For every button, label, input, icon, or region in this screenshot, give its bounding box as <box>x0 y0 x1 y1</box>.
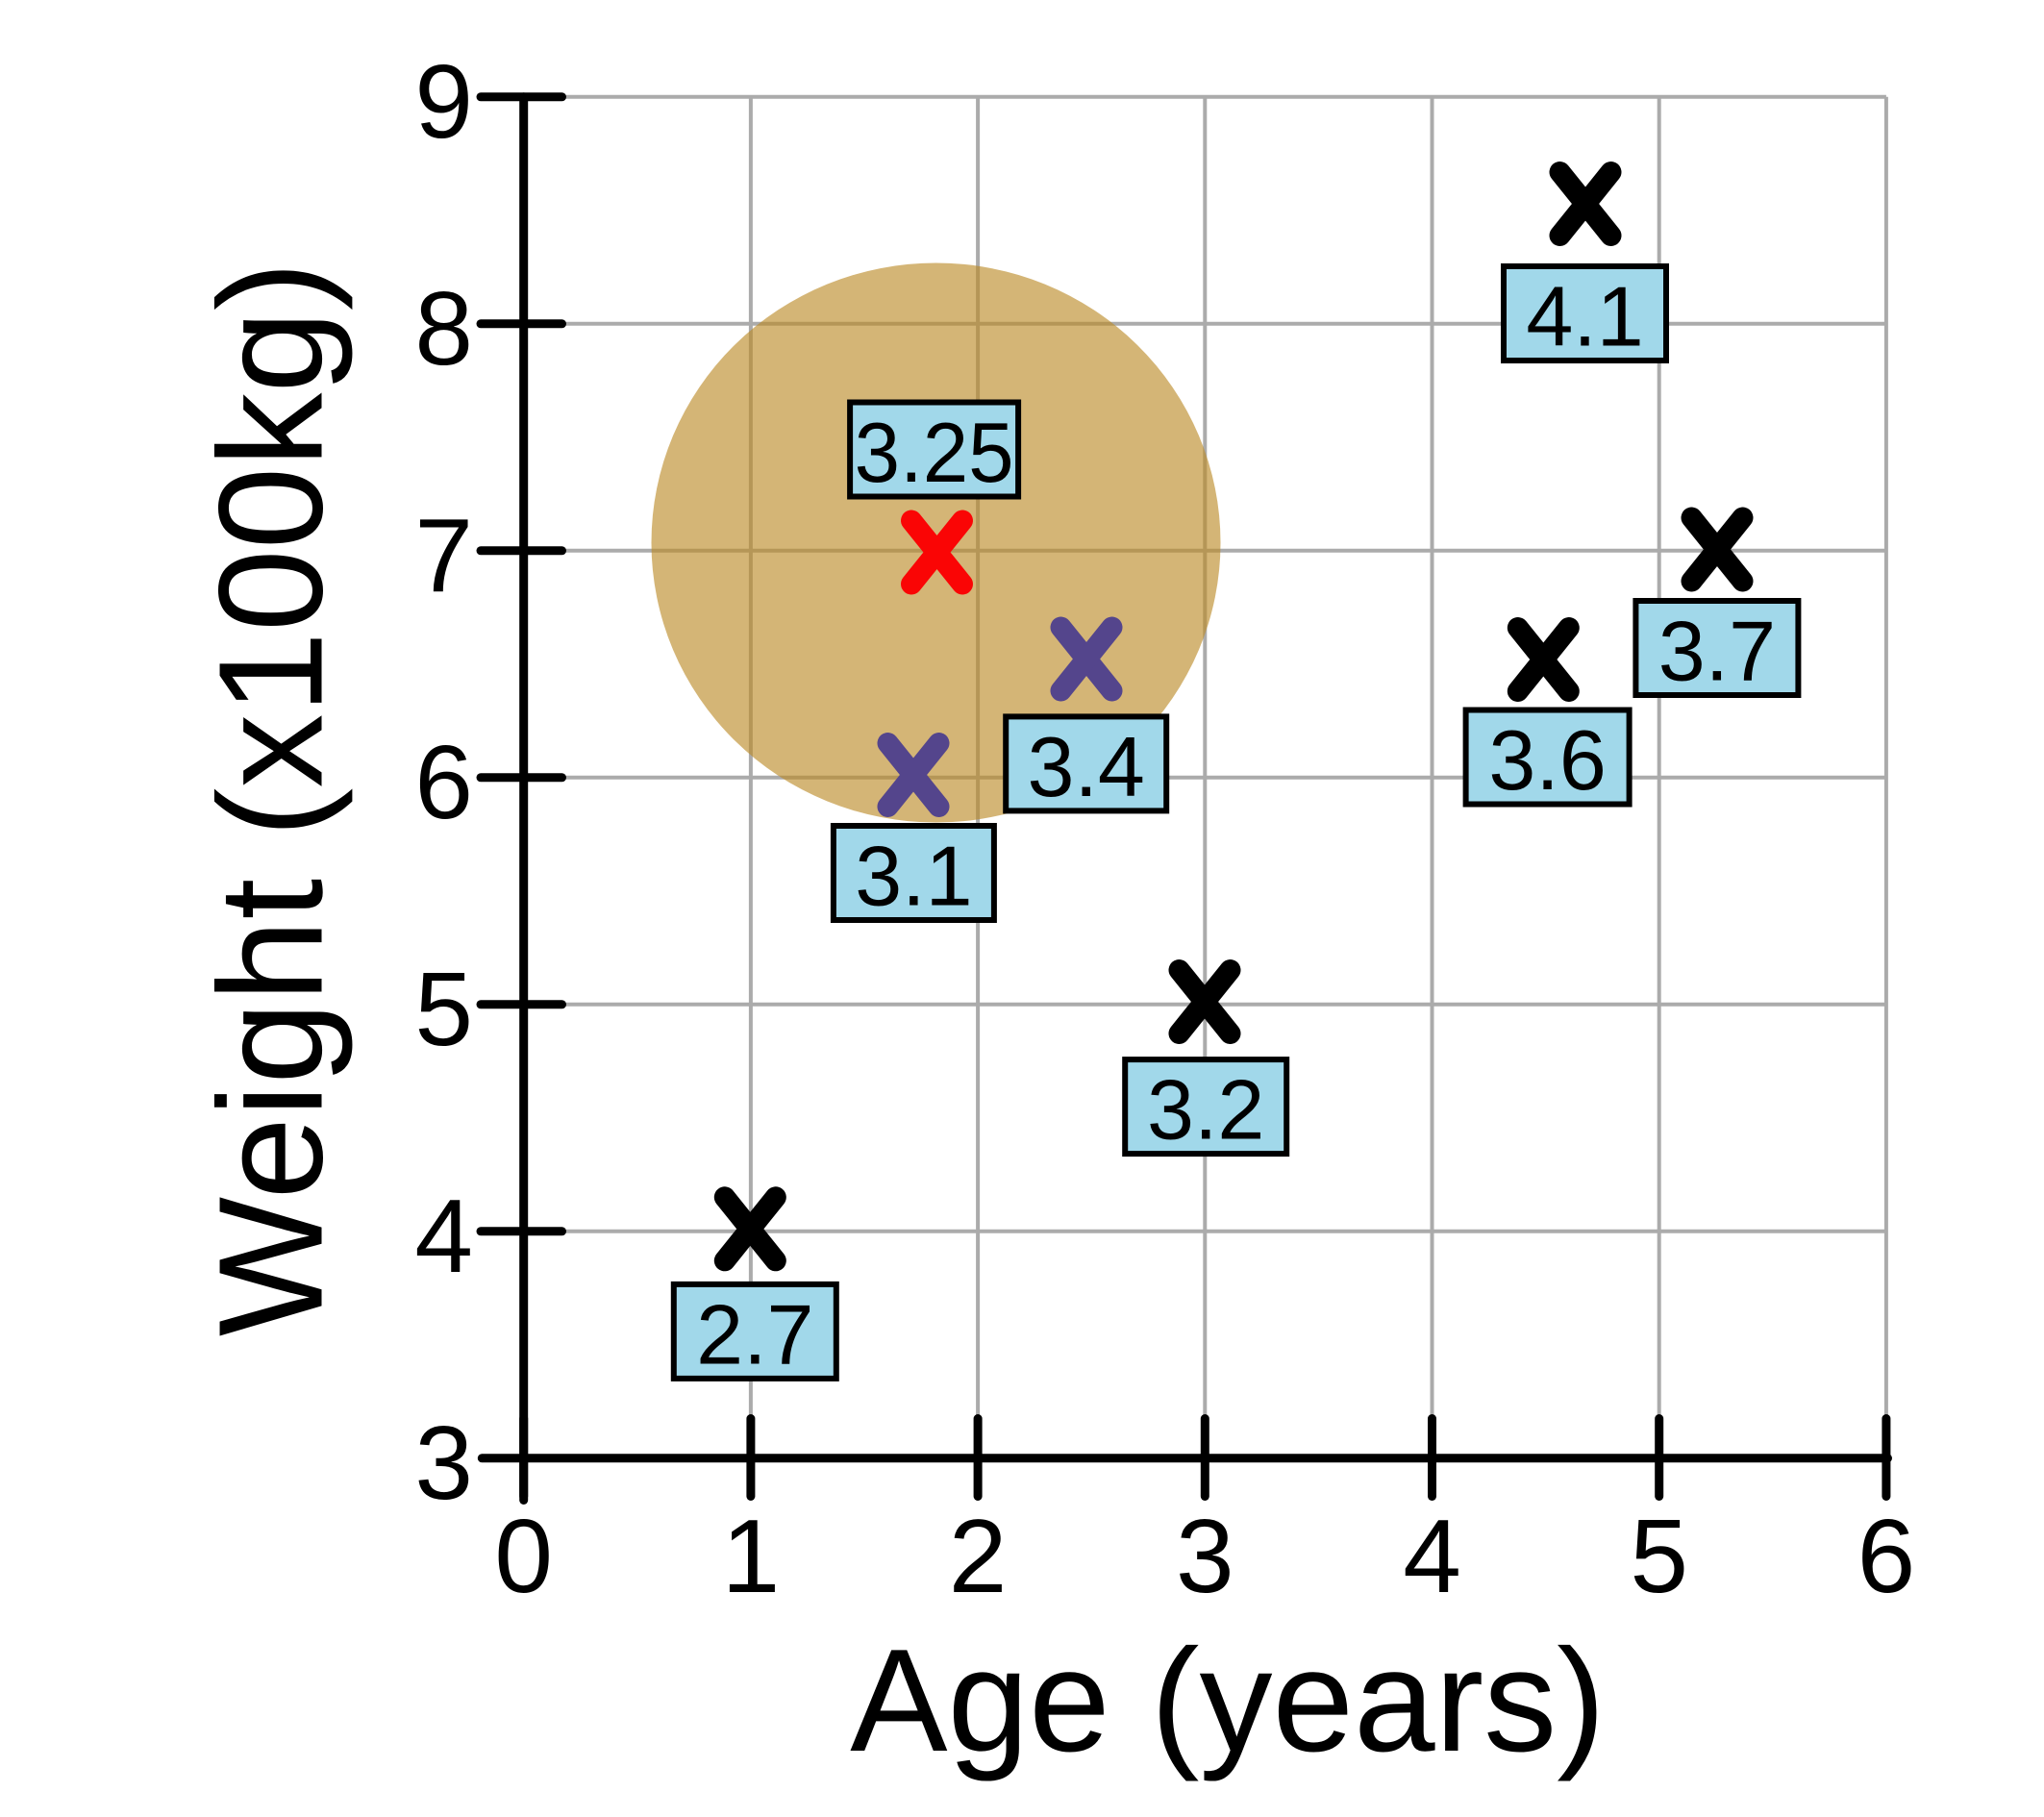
svg-text:3: 3 <box>414 1405 473 1522</box>
svg-text:3.1: 3.1 <box>855 829 972 924</box>
svg-text:3.6: 3.6 <box>1488 712 1606 808</box>
svg-text:3.4: 3.4 <box>1028 719 1145 814</box>
svg-text:4.1: 4.1 <box>1526 269 1643 364</box>
svg-text:3.25: 3.25 <box>855 405 1014 500</box>
svg-text:Weight (x100kg): Weight (x100kg) <box>188 261 354 1336</box>
svg-text:3: 3 <box>1176 1498 1234 1615</box>
svg-text:0: 0 <box>494 1498 553 1615</box>
svg-text:4: 4 <box>1403 1498 1461 1615</box>
svg-text:5: 5 <box>1630 1498 1688 1615</box>
svg-text:Age (years): Age (years) <box>850 1619 1606 1782</box>
svg-text:3.2: 3.2 <box>1147 1062 1264 1157</box>
svg-text:1: 1 <box>722 1498 781 1615</box>
svg-text:2.7: 2.7 <box>696 1286 813 1381</box>
svg-text:6: 6 <box>414 724 473 841</box>
svg-text:9: 9 <box>414 43 473 161</box>
svg-text:7: 7 <box>414 497 473 614</box>
svg-text:6: 6 <box>1857 1498 1916 1615</box>
svg-text:8: 8 <box>414 270 473 387</box>
svg-text:2: 2 <box>949 1498 1008 1615</box>
svg-text:4: 4 <box>414 1178 473 1295</box>
svg-text:3.7: 3.7 <box>1658 604 1776 699</box>
svg-text:5: 5 <box>414 951 473 1068</box>
